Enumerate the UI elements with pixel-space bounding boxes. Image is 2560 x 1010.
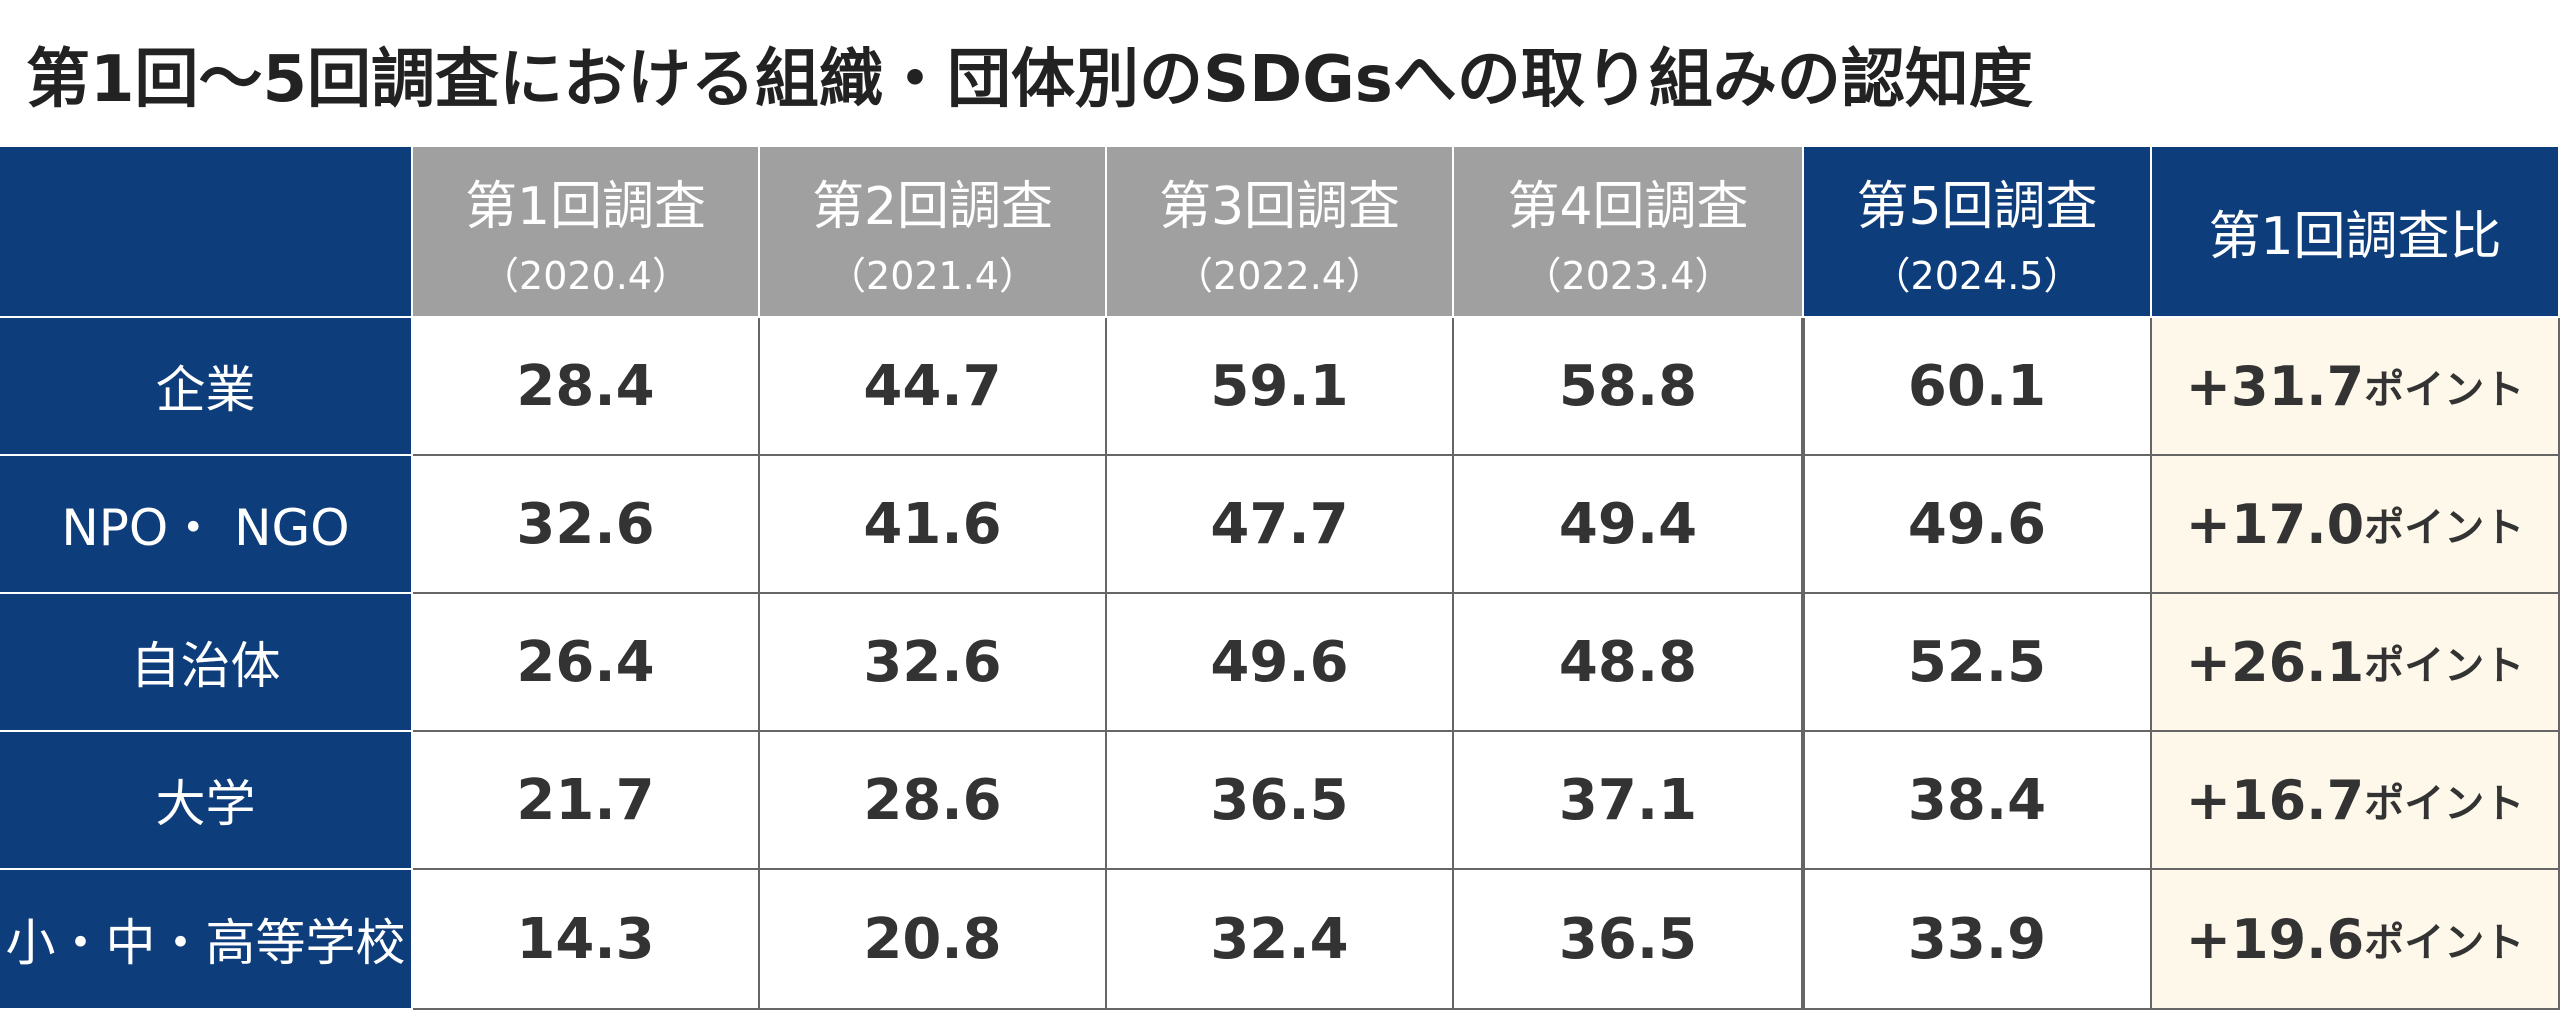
value: 49.6	[1210, 629, 1349, 695]
value-cell: 26.4	[413, 594, 760, 732]
value-cell: 49.6	[1804, 456, 2152, 594]
value: 20.8	[863, 906, 1002, 972]
diff-unit: ポイント	[2364, 920, 2525, 966]
title: 第1回～5回調査における組織・団体別のSDGsへの取り組みの認知度	[26, 43, 2033, 117]
value-cell: 32.6	[760, 594, 1107, 732]
header-cell: 第4回調査 （2023.4）	[1454, 147, 1804, 318]
header-date: （2023.4）	[1523, 253, 1733, 298]
diff-cell: +17.0 ポイント	[2152, 456, 2560, 594]
value-cell: 37.1	[1454, 732, 1804, 870]
diff-cell: +19.6 ポイント	[2152, 870, 2560, 1010]
value-cell: 44.7	[760, 318, 1107, 456]
header-date: （2020.4）	[481, 253, 690, 298]
value: 49.4	[1558, 491, 1698, 557]
value: 28.6	[863, 767, 1002, 833]
value: 58.8	[1558, 353, 1698, 419]
value: 44.7	[863, 353, 1002, 419]
value-cell: 60.1	[1804, 318, 2152, 456]
value: 26.4	[516, 629, 655, 695]
value-cell: 47.7	[1107, 456, 1454, 594]
diff-cell: +26.1 ポイント	[2152, 594, 2560, 732]
value-cell: 52.5	[1804, 594, 2152, 732]
diff-cell: +16.7 ポイント	[2152, 732, 2560, 870]
row-label: NPO・ NGO	[61, 499, 350, 557]
value-cell: 41.6	[760, 456, 1107, 594]
header-label: 第4回調査	[1507, 176, 1749, 237]
value-cell: 21.7	[413, 732, 760, 870]
value: 41.6	[863, 491, 1002, 557]
value: 36.5	[1210, 767, 1349, 833]
header-date: （2024.5）	[1872, 253, 2082, 298]
value: 36.5	[1558, 906, 1698, 972]
header-corner	[0, 147, 413, 318]
row-header: 小・中・高等学校	[0, 870, 413, 1010]
value: 49.6	[1907, 491, 2047, 557]
diff-unit: ポイント	[2364, 367, 2525, 413]
diff-value: +16.7	[2185, 768, 2365, 832]
row-header: 自治体	[0, 594, 413, 732]
header-cell: 第1回調査比	[2152, 147, 2560, 318]
diff-value: +26.1	[2185, 630, 2365, 694]
value: 47.7	[1210, 491, 1349, 557]
diff-cell: +31.7 ポイント	[2152, 318, 2560, 456]
value-cell: 48.8	[1454, 594, 1804, 732]
diff-unit: ポイント	[2364, 643, 2525, 689]
row-header: 大学	[0, 732, 413, 870]
value: 14.3	[516, 906, 655, 972]
header-label: 第1回調査比	[2208, 207, 2502, 267]
value-cell: 28.6	[760, 732, 1107, 870]
header-cell: 第5回調査 （2024.5）	[1804, 147, 2152, 318]
diff-unit: ポイント	[2364, 781, 2525, 827]
header-date: （2021.4）	[828, 253, 1037, 298]
value-cell: 38.4	[1804, 732, 2152, 870]
value: 33.9	[1907, 906, 2047, 972]
row-label: 小・中・高等学校	[5, 914, 406, 972]
value-cell: 58.8	[1454, 318, 1804, 456]
value-cell: 20.8	[760, 870, 1107, 1010]
header-cell: 第2回調査 （2021.4）	[760, 147, 1107, 318]
header-label: 第3回調査	[1158, 176, 1401, 237]
value: 32.4	[1210, 906, 1349, 972]
value-cell: 49.4	[1454, 456, 1804, 594]
value: 32.6	[863, 629, 1002, 695]
diff-value: +31.7	[2185, 354, 2365, 418]
diff-unit: ポイント	[2364, 505, 2525, 551]
header-label: 第2回調査	[811, 176, 1054, 237]
value-cell: 59.1	[1107, 318, 1454, 456]
value: 28.4	[516, 353, 655, 419]
header-cell: 第1回調査 （2020.4）	[413, 147, 760, 318]
row-header: 企業	[0, 318, 413, 456]
value-cell: 33.9	[1804, 870, 2152, 1010]
value-cell: 32.4	[1107, 870, 1454, 1010]
header-label: 第1回調査	[464, 176, 707, 237]
value: 38.4	[1907, 767, 2047, 833]
value: 60.1	[1907, 353, 2047, 419]
value-cell: 28.4	[413, 318, 760, 456]
diff-value: +19.6	[2185, 907, 2365, 971]
value: 48.8	[1558, 629, 1698, 695]
value-cell: 14.3	[413, 870, 760, 1010]
header-cell: 第3回調査 （2022.4）	[1107, 147, 1454, 318]
column-divider	[1801, 318, 1805, 1010]
row-label: 企業	[155, 361, 256, 419]
value-cell: 36.5	[1454, 870, 1804, 1010]
value: 52.5	[1907, 629, 2047, 695]
row-header: NPO・ NGO	[0, 456, 413, 594]
value-cell: 32.6	[413, 456, 760, 594]
row-label: 自治体	[130, 637, 281, 695]
value-cell: 49.6	[1107, 594, 1454, 732]
value: 32.6	[516, 491, 655, 557]
header-date: （2022.4）	[1175, 253, 1384, 298]
value: 21.7	[516, 767, 655, 833]
diff-value: +17.0	[2185, 492, 2365, 556]
value: 37.1	[1558, 767, 1698, 833]
value: 59.1	[1210, 353, 1349, 419]
row-label: 大学	[155, 775, 256, 833]
value-cell: 36.5	[1107, 732, 1454, 870]
header-label: 第5回調査	[1856, 176, 2098, 237]
